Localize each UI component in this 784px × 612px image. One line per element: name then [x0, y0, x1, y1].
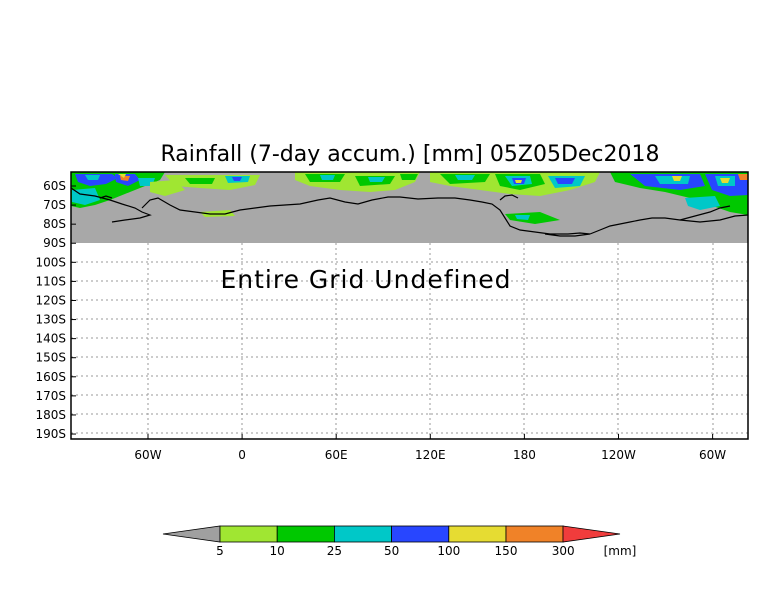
colorbar-unit: [mm]	[604, 544, 637, 558]
colorbar-swatch	[333, 525, 392, 543]
colorbar-label: 50	[384, 544, 399, 558]
colorbar-swatch	[391, 525, 450, 543]
lat-tick-label: 130S	[35, 313, 66, 327]
colorbar-label: 5	[216, 544, 224, 558]
lon-tick-label: 120E	[415, 448, 446, 462]
lat-tick-label: 120S	[35, 293, 66, 307]
colorbar-label: 300	[552, 544, 575, 558]
colorbar-label: 150	[495, 544, 518, 558]
lon-tick-label: 60W	[699, 448, 726, 462]
lat-tick-label: 140S	[35, 332, 66, 346]
rainfall-patches	[71, 172, 748, 224]
undefined-grid-notice: Entire Grid Undefined	[220, 265, 511, 294]
lon-tick-label: 60W	[134, 448, 161, 462]
lat-tick-label: 90S	[43, 236, 66, 250]
lat-tick-label: 110S	[35, 274, 66, 288]
plot-frame	[70, 171, 749, 440]
lat-tick-label: 160S	[35, 370, 66, 384]
lat-tick-label: 150S	[35, 351, 66, 365]
colorbar-swatch	[505, 525, 564, 543]
lon-tick-label: 180	[513, 448, 536, 462]
longitude-axis: 60W 0 60E 120E 180 120W 60W	[134, 434, 726, 462]
colorbar-swatch	[448, 525, 507, 543]
map-title: Rainfall (7-day accum.) [mm] 05Z05Dec201…	[160, 142, 659, 167]
colorbar-swatch	[276, 525, 335, 543]
lon-tick-label: 120W	[601, 448, 636, 462]
colorbar: 5 10 25 50 100 150 300 [mm]	[162, 525, 637, 558]
lon-tick-label: 60E	[325, 448, 348, 462]
lon-tick-label: 0	[238, 448, 246, 462]
lat-tick-label: 180S	[35, 408, 66, 422]
lat-tick-label: 170S	[35, 389, 66, 403]
colorbar-label: 100	[437, 544, 460, 558]
coastline	[71, 187, 748, 237]
lat-tick-label: 190S	[35, 427, 66, 441]
lat-tick-label: 80S	[43, 217, 66, 231]
colorbar-label: 10	[270, 544, 285, 558]
lat-tick-label: 100S	[35, 255, 66, 269]
colorbar-under-arrow	[162, 525, 221, 543]
colorbar-over-arrow	[562, 525, 621, 543]
lat-tick-label: 60S	[43, 179, 66, 193]
colorbar-swatch	[219, 525, 278, 543]
latitude-axis: 60S 70S 80S 90S 100S 110S 120S 130S 140S 150S 160S…	[35, 179, 76, 441]
colorbar-label: 25	[327, 544, 342, 558]
lat-tick-label: 70S	[43, 198, 66, 212]
